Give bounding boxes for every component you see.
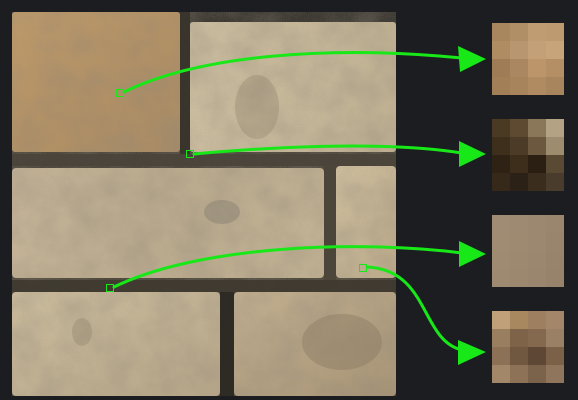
patch-pixel (528, 233, 546, 251)
patch-pixel (492, 119, 510, 137)
patch-pixel (528, 119, 546, 137)
sample-patch-1 (492, 23, 564, 95)
patch-pixel (510, 77, 528, 95)
patch-pixel (528, 215, 546, 233)
arrow-2 (192, 144, 464, 156)
patch-pixel (492, 59, 510, 77)
patch-pixel (492, 41, 510, 59)
patch-pixel (546, 137, 564, 155)
arrowhead-1 (458, 46, 486, 72)
patch-pixel (510, 365, 528, 383)
mortar-joint (220, 292, 234, 396)
mortar-joint (12, 280, 396, 292)
arrow-1 (122, 51, 464, 94)
patch-pixel (492, 251, 510, 269)
patch-pixel (510, 119, 528, 137)
patch-pixel (546, 329, 564, 347)
patch-pixel (492, 23, 510, 41)
patch-pixel (492, 311, 510, 329)
patch-pixel (546, 269, 564, 287)
patch-pixel (546, 59, 564, 77)
patch-pixel (546, 233, 564, 251)
patch-pixel (510, 23, 528, 41)
patch-pixel (528, 311, 546, 329)
patch-pixel (510, 59, 528, 77)
mortar-joint (324, 166, 336, 280)
patch-pixel (510, 215, 528, 233)
patch-pixel (528, 59, 546, 77)
patch-pixel (510, 155, 528, 173)
mortar-joint (180, 12, 190, 154)
brick-wall-image (12, 12, 396, 396)
patch-pixel (546, 23, 564, 41)
patch-pixel (492, 215, 510, 233)
patch-pixel (546, 155, 564, 173)
patch-pixel (546, 77, 564, 95)
patch-pixel (510, 251, 528, 269)
patch-pixel (528, 329, 546, 347)
patch-pixel (546, 41, 564, 59)
arrow-3 (112, 245, 464, 289)
patch-pixel (492, 173, 510, 191)
mortar-joint (12, 154, 396, 166)
patch-pixel (528, 137, 546, 155)
patch-pixel (528, 155, 546, 173)
patch-pixel (528, 41, 546, 59)
patch-pixel (492, 233, 510, 251)
patch-pixel (510, 311, 528, 329)
patch-pixel (492, 137, 510, 155)
arrowhead-3 (459, 241, 486, 267)
patch-pixel (510, 269, 528, 287)
patch-pixel (492, 155, 510, 173)
patch-pixel (528, 23, 546, 41)
patch-pixel (492, 77, 510, 95)
patch-pixel (510, 41, 528, 59)
patch-pixel (528, 251, 546, 269)
patch-pixel (528, 269, 546, 287)
brick-wall-photo (12, 12, 396, 396)
arrowhead-2 (459, 141, 486, 167)
sample-patch-4 (492, 311, 564, 383)
patch-pixel (492, 329, 510, 347)
patch-pixel (546, 119, 564, 137)
patch-pixel (528, 77, 546, 95)
patch-pixel (510, 347, 528, 365)
patch-pixel (528, 365, 546, 383)
patch-pixel (546, 347, 564, 365)
sample-patch-3 (492, 215, 564, 287)
arrow-4 (365, 265, 464, 352)
patch-pixel (546, 215, 564, 233)
patch-pixel (492, 269, 510, 287)
sample-patch-2 (492, 119, 564, 191)
patch-pixel (528, 173, 546, 191)
patch-pixel (492, 365, 510, 383)
arrowhead-4 (458, 340, 486, 365)
patch-pixel (510, 329, 528, 347)
patch-pixel (546, 251, 564, 269)
patch-pixel (510, 173, 528, 191)
patch-pixel (492, 347, 510, 365)
patch-pixel (510, 137, 528, 155)
patch-pixel (546, 173, 564, 191)
patch-pixel (510, 233, 528, 251)
patch-pixel (546, 311, 564, 329)
patch-pixel (528, 347, 546, 365)
patch-pixel (546, 365, 564, 383)
